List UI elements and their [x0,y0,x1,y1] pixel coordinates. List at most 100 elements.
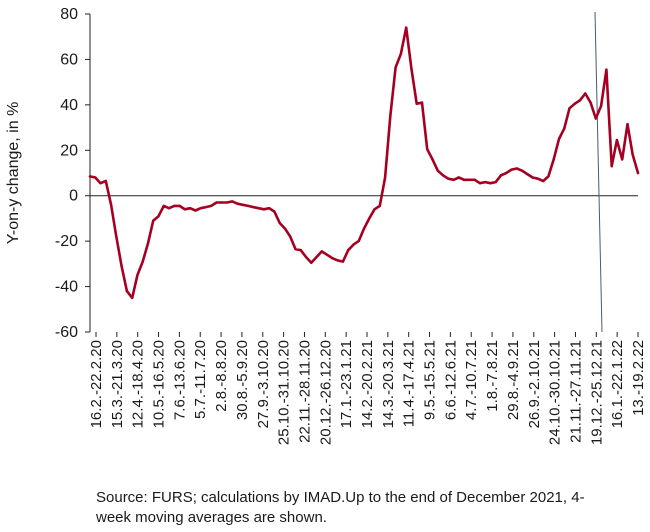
data-point [636,171,640,175]
x-tick-label: 6.6.-12.6.21 [442,340,459,420]
data-point [210,204,213,208]
data-point [225,201,229,204]
data-point [99,182,102,185]
data-point [594,117,597,120]
x-tick-label: 9.5.-15.5.21 [422,340,439,420]
data-point [415,102,418,105]
data-point [420,101,424,104]
data-point [325,253,329,256]
data-point [136,274,139,277]
data-point [268,207,271,210]
data-point [557,137,561,141]
data-point [341,260,345,263]
x-tick-label: 29.8.-4.9.21 [505,340,522,420]
data-point [173,204,176,208]
data-point [552,158,555,161]
data-point [489,182,492,185]
x-tick-label: 19.12.-25.12.21 [588,340,605,445]
x-tick-label: 25.10.-31.10.20 [276,340,293,445]
y-tick-label: 80 [60,6,78,23]
data-point [352,243,355,246]
data-point [563,127,566,130]
data-point [320,250,323,253]
data-point [626,123,629,126]
data-point [188,207,192,210]
x-tick-label: 15.3.-21.3.20 [109,340,126,428]
data-point [515,167,518,170]
data-point [378,204,381,208]
x-tick-label: 2.8.-8.8.20 [213,340,230,412]
x-axis-ticks: 16.2.-22.2.20 15.3.-21.3.20 12.4.-18.4.20 1… [88,332,647,445]
data-point [357,239,360,243]
data-point [389,115,392,118]
x-tick-label: 17.1.-23.1.21 [338,340,355,428]
x-tick-label: 1.8.-7.8.21 [484,340,501,412]
y-tick-label: 60 [60,51,78,68]
data-point [473,178,476,181]
data-point [141,260,144,263]
data-point [394,66,397,69]
x-tick-label: 24.10.-30.10.21 [547,340,564,445]
data-point [605,68,608,71]
series-points [88,26,640,300]
data-point [88,175,92,178]
x-tick-label: 7.6.-13.6.20 [171,340,188,420]
data-point [252,205,255,209]
y-tick-label: -20 [55,233,78,250]
data-point [199,207,202,210]
data-point [204,205,208,209]
data-point [426,148,429,151]
data-point [578,99,582,102]
y-tick-label: -60 [55,324,78,341]
x-tick-label: 4.7.-10.7.21 [463,340,480,420]
year-end-marker-line [594,11,603,333]
data-point [584,92,587,95]
data-point [383,176,387,179]
x-tick-label: 27.9.-3.10.20 [255,340,272,428]
data-point [621,158,624,161]
data-point [520,169,524,172]
data-point [241,203,244,206]
data-point [478,182,482,185]
x-tick-label: 12.4.-18.4.20 [130,340,147,428]
x-tick-label: 20.12.-26.12.20 [317,340,334,445]
data-point [452,178,455,181]
series-line [88,26,640,300]
data-point [278,221,281,225]
data-point [315,255,318,259]
data-point [373,208,376,211]
data-point [568,107,571,110]
data-point [457,176,460,179]
data-point [220,201,223,204]
data-point [94,176,97,179]
data-point [183,208,186,211]
y-tick-label: -40 [55,279,78,296]
data-point [436,169,439,172]
data-point [431,158,434,161]
data-point [331,257,334,260]
data-point [499,174,503,177]
data-point [194,209,197,212]
line-chart: -60 -40 -20 0 20 40 60 80 16.2.-22.2.20 15.3.-21… [5,6,647,445]
y-tick-label: 0 [69,188,78,205]
data-point [125,289,129,293]
x-tick-label: 16.2.-22.2.20 [88,340,105,428]
data-point [531,176,534,179]
x-tick-label: 30.8.-5.9.20 [234,340,251,420]
x-tick-label: 22.11.-28.11.20 [296,340,313,443]
y-axis-label: Y-on-y change, in % [5,102,22,245]
data-point [542,179,545,183]
x-tick-label: 5.7.-11.7.20 [192,340,209,419]
x-tick-label: 11.4.-17.4.21 [401,340,418,427]
data-point [526,172,529,176]
data-point [236,202,239,205]
data-point [109,203,113,206]
data-point [289,235,292,238]
data-point [536,177,540,180]
data-point [599,104,603,108]
x-tick-label: 14.3.-20.3.21 [380,340,397,428]
data-point [178,204,181,208]
data-point [573,102,576,105]
data-point [362,227,366,230]
x-tick-label: 16.1.-22.1.22 [609,340,626,428]
